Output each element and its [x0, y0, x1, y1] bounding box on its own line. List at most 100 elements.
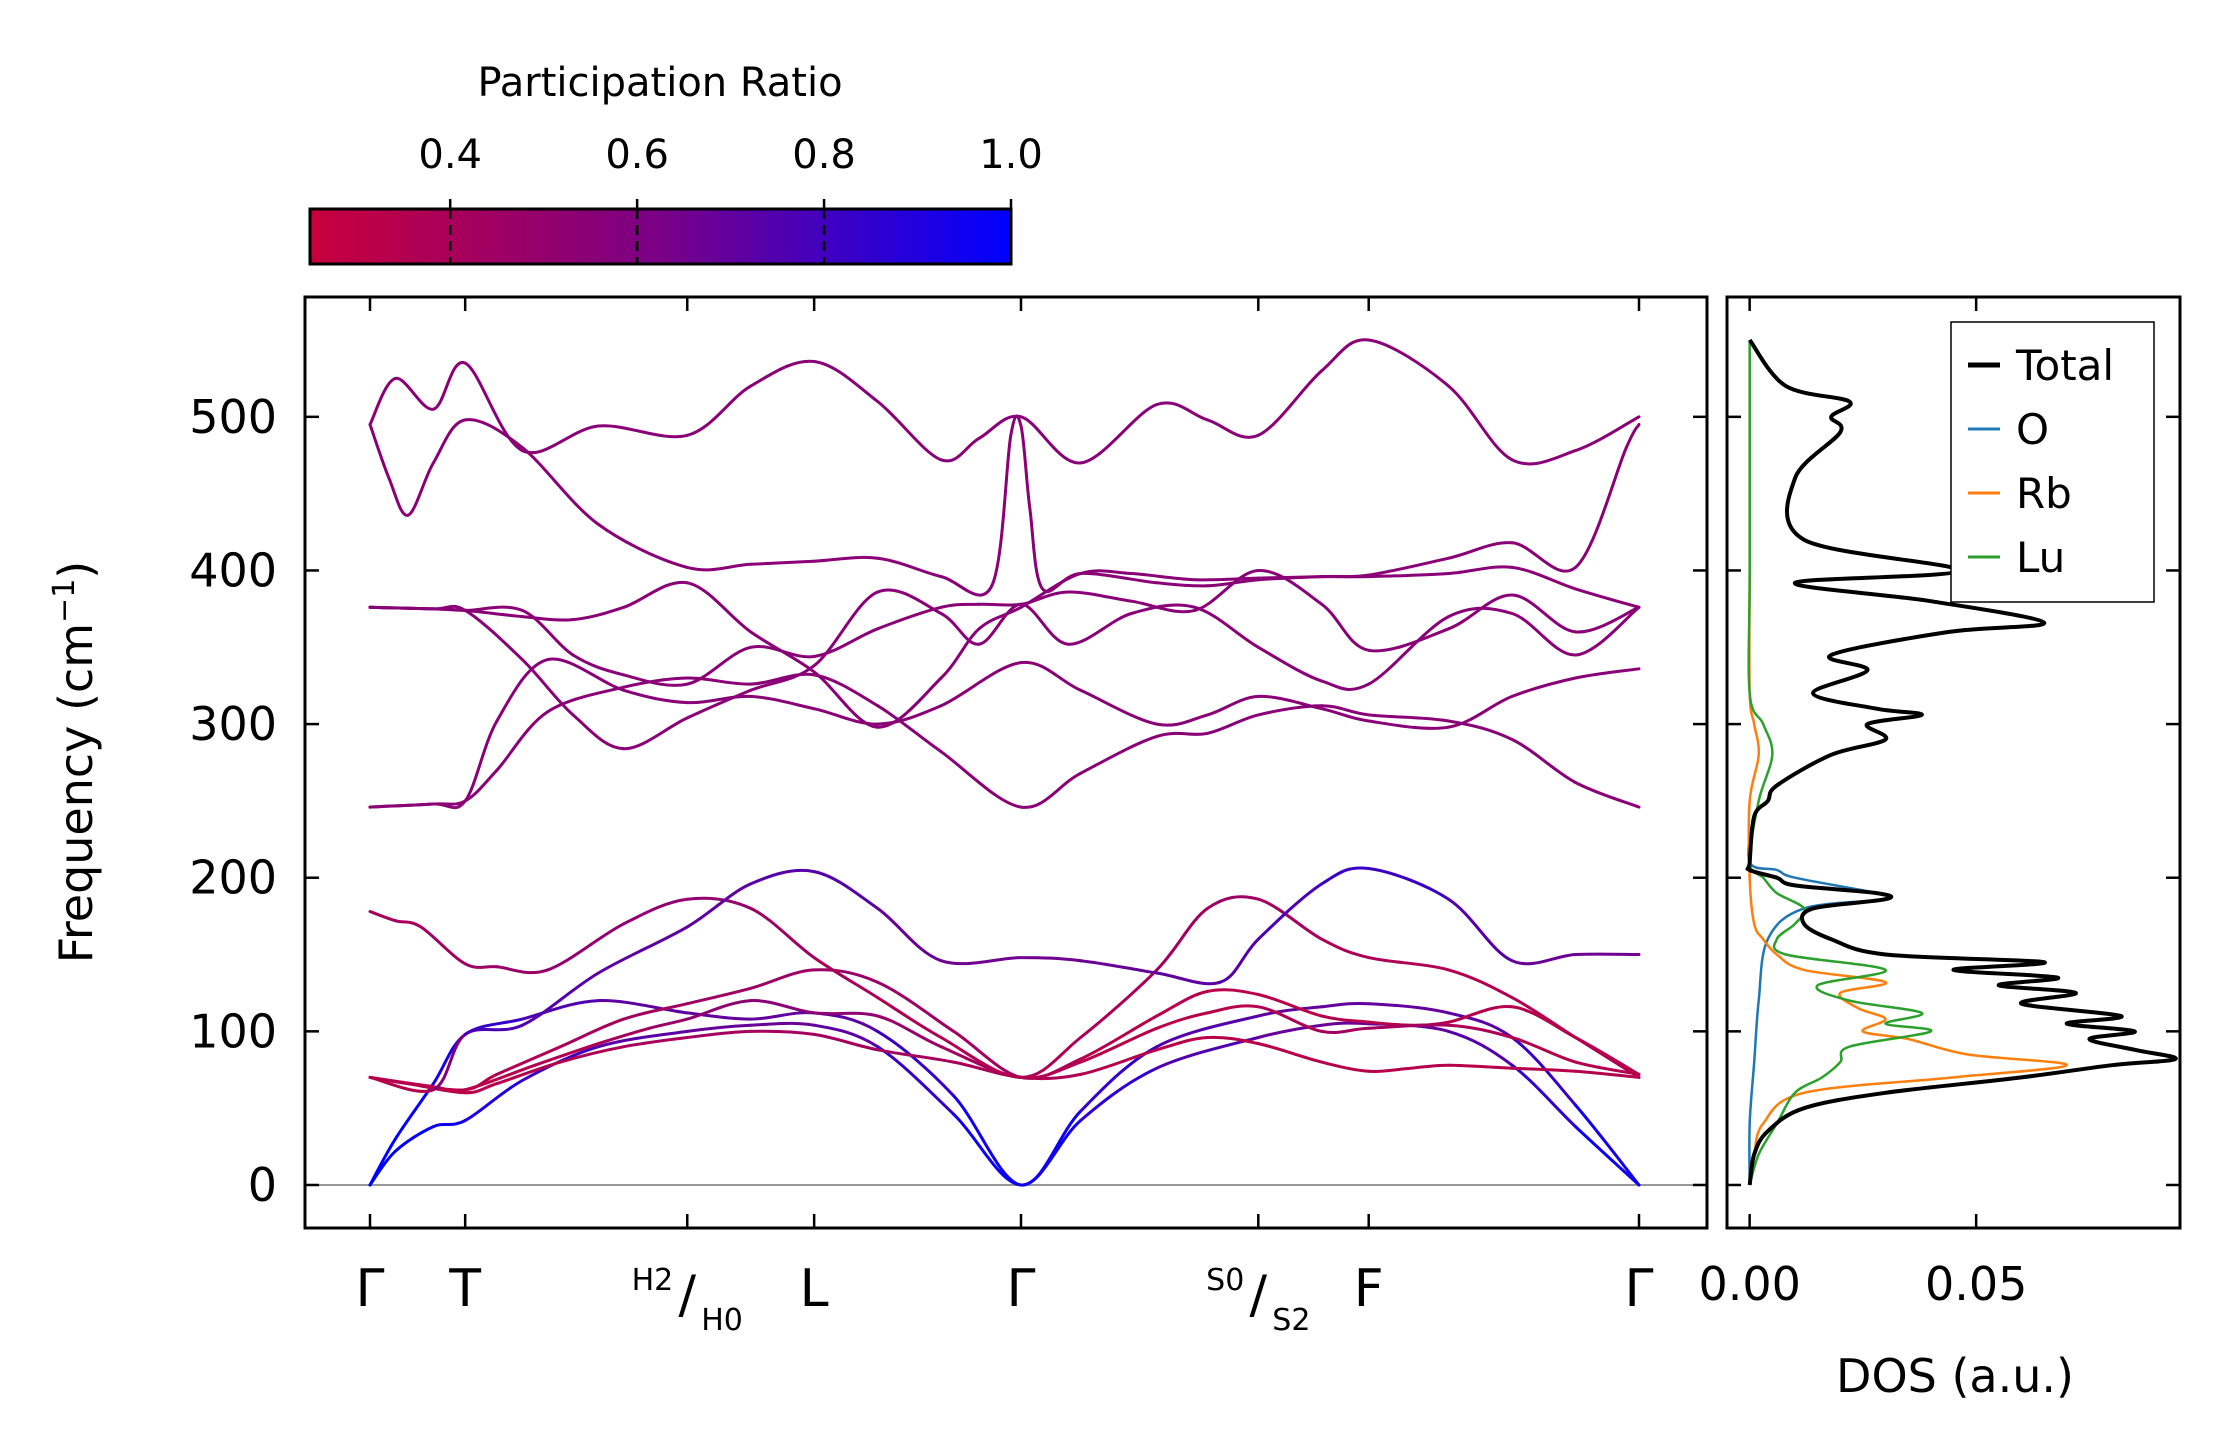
band-2-segment [1256, 1005, 1324, 1018]
band-4-segment [876, 980, 956, 1033]
band-12-segment [749, 645, 816, 659]
band-13-segment [1079, 571, 1159, 585]
band-10-segment [1510, 612, 1577, 657]
band-12-segment [1129, 599, 1197, 614]
band-13-segment [1041, 572, 1083, 593]
band-2-segment [1019, 1109, 1083, 1187]
band-12-segment [977, 602, 1023, 607]
band-11-segment [939, 627, 981, 680]
band-14-segment [596, 424, 689, 439]
dos-x-tick-label: 0.00 [1698, 1257, 1800, 1311]
band-6-segment [419, 925, 467, 966]
y-tick-label: 200 [189, 851, 277, 905]
band-6-segment [1510, 996, 1577, 1039]
band-1-segment [463, 1079, 524, 1122]
band-5-segment [1367, 1023, 1451, 1030]
band-8-segment [463, 768, 499, 803]
band-7-segment [520, 971, 600, 1027]
band-9-segment [876, 704, 943, 726]
band-14-segment [1510, 449, 1577, 466]
band-14-segment [1447, 384, 1514, 462]
band-10-segment [622, 716, 689, 751]
band-3-line [368, 1029, 1641, 1095]
band-2-segment [1155, 1014, 1260, 1049]
band-12-segment [812, 627, 880, 658]
band-12-segment [876, 605, 943, 631]
band-9-segment [1079, 688, 1159, 726]
legend-item-total: Total [1968, 341, 2114, 390]
band-1-segment [1155, 1036, 1260, 1070]
band-7-segment [685, 882, 753, 929]
band-9-segment [1206, 694, 1260, 717]
band-8-line [368, 672, 1641, 809]
band-13-segment [596, 522, 689, 569]
band-12-segment [368, 605, 435, 611]
band-13-segment [876, 556, 943, 579]
band-6-segment [749, 906, 816, 960]
band-8-segment [495, 710, 550, 772]
band-2-segment [368, 1137, 397, 1187]
band-1-segment [393, 1125, 435, 1153]
band-10-segment [876, 588, 943, 615]
band-10-segment [812, 590, 880, 668]
legend-items: Total O Rb Lu [1968, 341, 2114, 582]
band-2-segment [520, 999, 600, 1021]
band-12-segment [1447, 593, 1514, 631]
band-8-segment [1019, 771, 1083, 809]
band-11-segment [876, 676, 943, 729]
band-1-segment [1510, 1063, 1577, 1129]
band-8-segment [1320, 704, 1371, 717]
band-10-segment [1367, 615, 1451, 686]
band-8-segment [749, 672, 816, 686]
band-13-segment [1574, 446, 1628, 569]
dos-total-line [1745, 338, 2178, 1186]
band-14-segment [1256, 369, 1324, 437]
band-5-segment [463, 1063, 537, 1092]
band-9-segment [1320, 707, 1371, 723]
band-9-segment [463, 719, 499, 803]
band-13-segment [520, 446, 600, 526]
band-4-segment [1206, 988, 1260, 996]
band-13-segment [1009, 414, 1023, 437]
band-6-line [368, 895, 1641, 1079]
band-4-segment [622, 1002, 689, 1021]
band-4-segment [1320, 1014, 1371, 1024]
band-12-segment [571, 653, 626, 677]
band-4-line [368, 968, 1641, 1092]
band-6-segment [368, 910, 397, 923]
band-3-segment [495, 1060, 562, 1086]
band-1-segment [1447, 1029, 1514, 1067]
band-9-segment [1367, 719, 1451, 730]
band-11-segment [1129, 572, 1197, 582]
legend-label: Rb [2016, 469, 2072, 518]
legend-item-o: O [1968, 405, 2049, 454]
band-11-segment [571, 605, 626, 622]
dos-lu-line [1747, 340, 1933, 1186]
band-7-segment [939, 956, 1023, 966]
band-6-segment [1320, 937, 1371, 960]
band-5-segment [812, 1011, 880, 1018]
band-5-segment [685, 999, 753, 1021]
band-13-segment [406, 461, 435, 517]
band-12-segment [939, 602, 981, 609]
band-10-segment [520, 658, 575, 717]
band-12-segment [463, 605, 524, 612]
x-tick-label-compound: H2/H0 [632, 1263, 743, 1338]
band-7-segment [596, 925, 689, 975]
band-3-segment [1256, 1042, 1324, 1064]
band-lines [368, 338, 1641, 1187]
band-7-segment [876, 906, 943, 963]
band-10-segment [939, 612, 981, 646]
band-8-segment [1079, 734, 1159, 775]
x-tick-label: T [448, 1259, 481, 1319]
band-13-segment [939, 575, 994, 597]
band-1-segment [1256, 1023, 1324, 1039]
band-14-segment [939, 436, 981, 463]
x-tick-label-sup: H2 [632, 1263, 674, 1298]
band-14-segment [368, 376, 397, 426]
band-14-segment [393, 376, 435, 411]
band-13-segment [685, 562, 753, 572]
band-3-segment [685, 1029, 753, 1039]
